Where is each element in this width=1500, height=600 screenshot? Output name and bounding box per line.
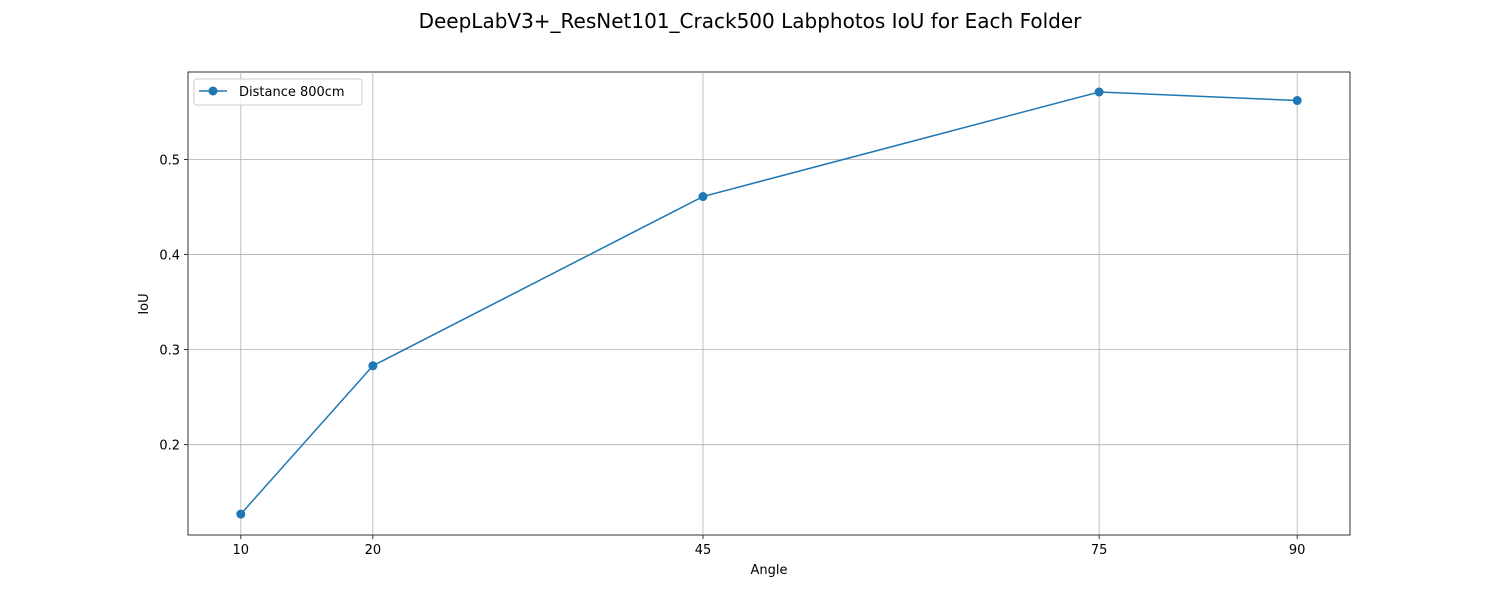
x-tick-label: 10	[233, 543, 250, 558]
y-tick-label: 0.4	[159, 249, 180, 264]
x-axis-label: Angle	[751, 563, 788, 578]
plot-area	[187, 71, 1351, 536]
y-tick-label: 0.3	[159, 344, 180, 359]
data-point	[368, 361, 378, 371]
data-point	[1094, 87, 1104, 97]
x-tick-label: 20	[365, 543, 382, 558]
series-line	[240, 91, 1298, 515]
data-point	[698, 192, 708, 202]
plot-border	[187, 71, 1351, 536]
legend: Distance 800cm	[193, 78, 363, 106]
y-axis-label: IoU	[137, 293, 152, 314]
data-point	[1292, 96, 1302, 106]
x-tick-label: 90	[1289, 543, 1306, 558]
grid-lines	[188, 72, 1350, 535]
legend-marker	[208, 86, 218, 96]
x-tick-label: 75	[1091, 543, 1108, 558]
x-tick-label: 45	[695, 543, 712, 558]
x-axis-ticks: 10 20 45 75 90	[233, 535, 1306, 558]
legend-entry-label: Distance 800cm	[239, 85, 345, 100]
y-tick-label: 0.2	[159, 439, 180, 454]
chart-title: DeepLabV3+_ResNet101_Crack500 Labphotos …	[419, 9, 1083, 33]
series-layer	[236, 87, 1302, 519]
legend-box	[193, 78, 363, 106]
data-point	[236, 509, 246, 519]
y-axis-ticks: 0.2 0.3 0.4 0.5	[159, 153, 188, 454]
y-tick-label: 0.5	[159, 153, 180, 168]
